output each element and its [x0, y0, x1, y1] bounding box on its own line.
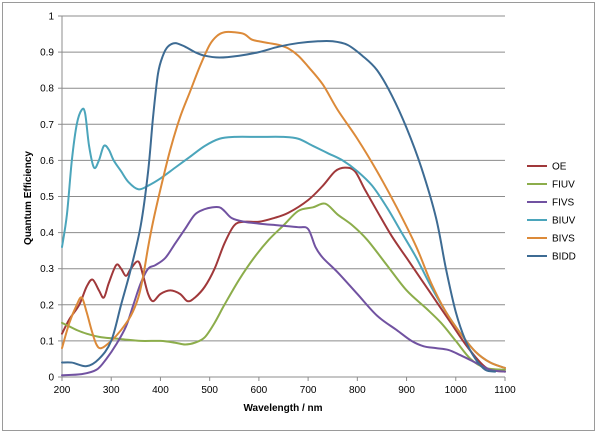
x-tick-label: 500 [201, 385, 218, 396]
gridlines [62, 15, 505, 342]
y-axis-title: Quantum Efficiency [23, 151, 34, 245]
x-tick-labels: 200 300 400 500 600 700 800 900 1000 1100 [54, 385, 517, 396]
chart-frame [2, 2, 595, 431]
series-line-oe [61, 166, 506, 373]
y-tick-label: 0.4 [40, 228, 54, 239]
y-tick-label: 1 [48, 12, 54, 23]
legend-label-fiuv: FIUV [552, 180, 575, 191]
y-tick-label: 0 [48, 373, 54, 384]
y-tick-label: 0.7 [40, 120, 54, 131]
y-tick-label: 0.1 [40, 336, 54, 347]
axes [58, 15, 506, 381]
legend-label-bivs: BIVS [552, 234, 575, 245]
legend-label-fivs: FIVS [552, 198, 575, 209]
series-lines [61, 30, 506, 377]
y-tick-label: 0.8 [40, 84, 54, 95]
x-tick-label: 1000 [445, 385, 468, 396]
x-axis-title: Wavelength / nm [243, 403, 322, 414]
x-tick-label: 1100 [494, 385, 516, 396]
series-line-bivs [61, 30, 506, 369]
y-tick-label: 0.5 [40, 192, 54, 203]
x-tick-label: 300 [103, 385, 120, 396]
x-tick-label: 800 [349, 385, 366, 396]
series-line-fiuv [61, 202, 506, 371]
y-tick-label: 0.2 [40, 300, 54, 311]
legend-label-oe: OE [552, 162, 567, 173]
series-line-fivs [61, 205, 506, 377]
y-tick-label: 0.3 [40, 264, 54, 275]
x-tick-label: 600 [251, 385, 268, 396]
legend-label-biuv: BIUV [552, 216, 576, 227]
series-line-biuv [61, 107, 506, 369]
x-tick-label: 700 [300, 385, 317, 396]
y-tick-label: 0.6 [40, 156, 54, 167]
x-tick-label: 900 [398, 385, 415, 396]
x-tick-label: 400 [152, 385, 169, 396]
legend-label-bidd: BIDD [552, 252, 576, 263]
y-tick-label: 0.9 [40, 48, 54, 59]
y-tick-labels: 0 0.1 0.2 0.3 0.4 0.5 0.6 0.7 0.8 0.9 1 [40, 12, 54, 384]
legend: OE FIUV FIVS BIUV BIVS BIDD [527, 162, 576, 263]
x-tick-label: 200 [54, 385, 71, 396]
series-line-bidd [61, 39, 497, 373]
